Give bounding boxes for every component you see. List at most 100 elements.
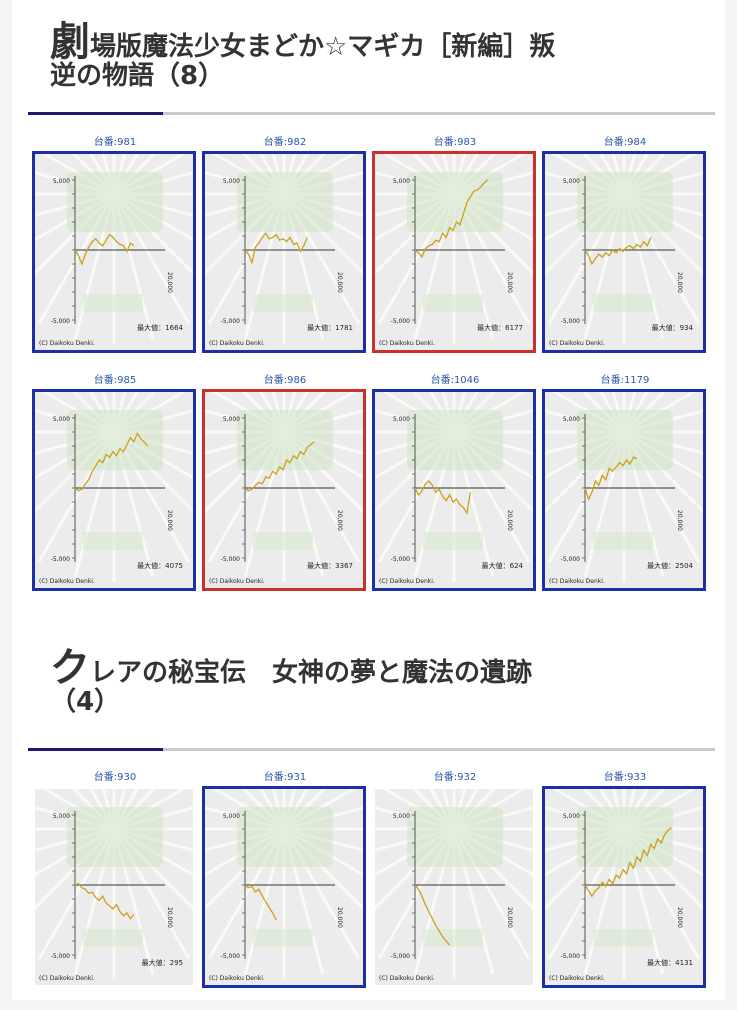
background-ray [282,789,297,830]
machine-card[interactable]: 台番:1179 5,000 -5,000 20,000 最大値：2504 (C) Daik… [540,375,710,613]
title-line2: 逆の物語（8） [50,61,225,91]
graph-frame: 5,000 -5,000 20,000 最大値：4075 (C) Daikoku Den… [32,389,196,591]
x-label-end: 20,000 [676,907,683,928]
slump-line [74,882,135,920]
slump-graph: 5,000 -5,000 20,000 最大値：1664 (C) Daikoku Den… [35,154,193,350]
background-machine-art [407,807,503,867]
divider-accent [28,748,163,751]
max-value-label: 最大値：4075 [137,561,183,570]
x-label-end: 20,000 [676,510,683,531]
slump-graph: 5,000 -5,000 20,000 最大値：624 (C) Daikoku Denk… [375,392,533,588]
graph-frame: 5,000 -5,000 20,000 最大値：1664 (C) Daikoku Den… [32,151,196,353]
slump-line [244,884,277,921]
background-machine-art [67,410,163,470]
y-label-top: 5,000 [223,178,240,185]
machine-card[interactable]: 台番:986 5,000 -5,000 20,000 最大値：3367 (C) Daiko… [200,375,370,613]
background-ray [622,392,637,433]
y-label-top: 5,000 [53,178,70,185]
copyright-label: (C) Daikoku Denki. [209,975,265,982]
slump-line [584,456,638,501]
copyright-label: (C) Daikoku Denki. [549,340,605,347]
graph-frame: 5,000 -5,000 20,000 最大値：3367 (C) Daikoku Den… [202,389,366,591]
slump-line [584,237,652,266]
slump-graph: 5,000 -5,000 20,000 最大値：4131 (C) Daikoku Den… [545,789,703,985]
x-label-end: 20,000 [336,272,343,293]
background-tray-art [253,532,313,550]
y-label-top: 5,000 [393,416,410,423]
machine-card[interactable]: 台番:933 5,000 -5,000 20,000 最大値：4131 (C) Daiko… [540,772,710,1010]
x-label-end: 20,000 [676,272,683,293]
title-line1: 場版魔法少女まどか☆マギカ［新編］叛 [90,32,556,62]
background-tray-art [593,294,653,312]
machine-number: 台番:985 [93,375,137,386]
slump-line [244,232,308,265]
y-label-bottom: -5,000 [391,318,411,325]
slump-line [74,233,135,266]
copyright-label: (C) Daikoku Denki. [379,975,435,982]
machine-number: 台番:1179 [600,375,650,386]
background-tray-art [423,532,483,550]
copyright-label: (C) Daikoku Denki. [549,975,605,982]
background-machine-art [407,172,503,232]
divider-accent [28,112,163,115]
background-machine-art [577,410,673,470]
max-value-label: 最大値：1664 [137,323,183,332]
title-initial: ク [50,645,90,691]
machine-card[interactable]: 台番:984 5,000 -5,000 20,000 最大値：934 (C) Daikok… [540,137,710,375]
y-label-bottom: -5,000 [221,953,241,960]
max-value-label: 最大値：3367 [307,561,353,570]
graph-frame: 5,000 -5,000 20,000 最大値：6177 (C) Daikoku Den… [372,151,536,353]
slump-line [414,884,451,946]
machine-card[interactable]: 台番:985 5,000 -5,000 20,000 最大値：4075 (C) Daiko… [30,375,200,613]
section-divider [28,112,715,115]
background-ray [611,789,626,830]
graph-frame: 5,000 -5,000 20,000 最大値：934 (C) Daikoku Denk… [542,151,706,353]
background-machine-art [407,410,503,470]
copyright-label: (C) Daikoku Denki. [39,578,95,585]
machine-card[interactable]: 台番:931 5,000 -5,000 20,000 (C) Daikoku Denki… [200,772,370,1010]
slump-graph: 5,000 -5,000 20,000 最大値：295 (C) Daikoku Denk… [35,789,193,985]
background-ray [282,392,297,433]
copyright-label: (C) Daikoku Denki. [209,340,265,347]
machine-number: 台番:932 [433,772,477,783]
section-title[interactable]: 劇場版魔法少女まどか☆マギカ［新編］叛 逆の物語（8） [50,22,555,90]
slump-graph: 5,000 -5,000 20,000 最大値：934 (C) Daikoku Denk… [545,154,703,350]
y-label-top: 5,000 [53,416,70,423]
background-machine-art [577,807,673,867]
background-ray [101,392,116,433]
slump-graph: 5,000 -5,000 20,000 最大値：6177 (C) Daikoku Den… [375,154,533,350]
copyright-label: (C) Daikoku Denki. [379,578,435,585]
slump-graph: 5,000 -5,000 20,000 最大値：3367 (C) Daikoku Den… [205,392,363,588]
copyright-label: (C) Daikoku Denki. [39,340,95,347]
max-value-label: 最大値：295 [142,958,183,967]
content-sheet: 劇場版魔法少女まどか☆マギカ［新編］叛 逆の物語（8） 台番:981 5,000 -… [12,0,725,1000]
graph-frame: 5,000 -5,000 20,000 (C) Daikoku Denki. [202,786,366,988]
y-label-bottom: -5,000 [561,953,581,960]
machine-number: 台番:981 [93,137,137,148]
machine-card[interactable]: 台番:930 5,000 -5,000 20,000 最大値：295 (C) Daikok… [30,772,200,1010]
machine-number: 台番:986 [263,375,307,386]
y-label-bottom: -5,000 [561,318,581,325]
background-ray [271,154,286,195]
machine-number: 台番:1046 [430,375,480,386]
background-ray [112,154,127,195]
x-label-end: 20,000 [166,272,173,293]
machine-card[interactable]: 台番:981 5,000 -5,000 20,000 最大値：1664 (C) Daiko… [30,137,200,375]
machine-card[interactable]: 台番:932 5,000 -5,000 20,000 (C) Daikoku Denki… [370,772,540,1010]
background-ray [271,789,286,830]
machine-card[interactable]: 台番:982 5,000 -5,000 20,000 最大値：1781 (C) Daiko… [200,137,370,375]
y-label-bottom: -5,000 [391,953,411,960]
slump-line [74,431,149,492]
section-divider [28,748,715,751]
background-ray [441,789,456,830]
background-tray-art [253,294,313,312]
machine-card[interactable]: 台番:983 5,000 -5,000 20,000 最大値：6177 (C) Daiko… [370,137,540,375]
machine-number: 台番:982 [263,137,307,148]
machine-card[interactable]: 台番:1046 5,000 -5,000 20,000 最大値：624 (C) Daiko… [370,375,540,613]
x-label-end: 20,000 [336,510,343,531]
background-ray [452,392,467,433]
section-title[interactable]: クレアの秘宝伝 女神の夢と魔法の遺跡 （4） [50,648,532,716]
max-value-label: 最大値：1781 [307,323,353,332]
background-ray [282,154,297,195]
slump-graph: 5,000 -5,000 20,000 最大値：1781 (C) Daikoku Den… [205,154,363,350]
